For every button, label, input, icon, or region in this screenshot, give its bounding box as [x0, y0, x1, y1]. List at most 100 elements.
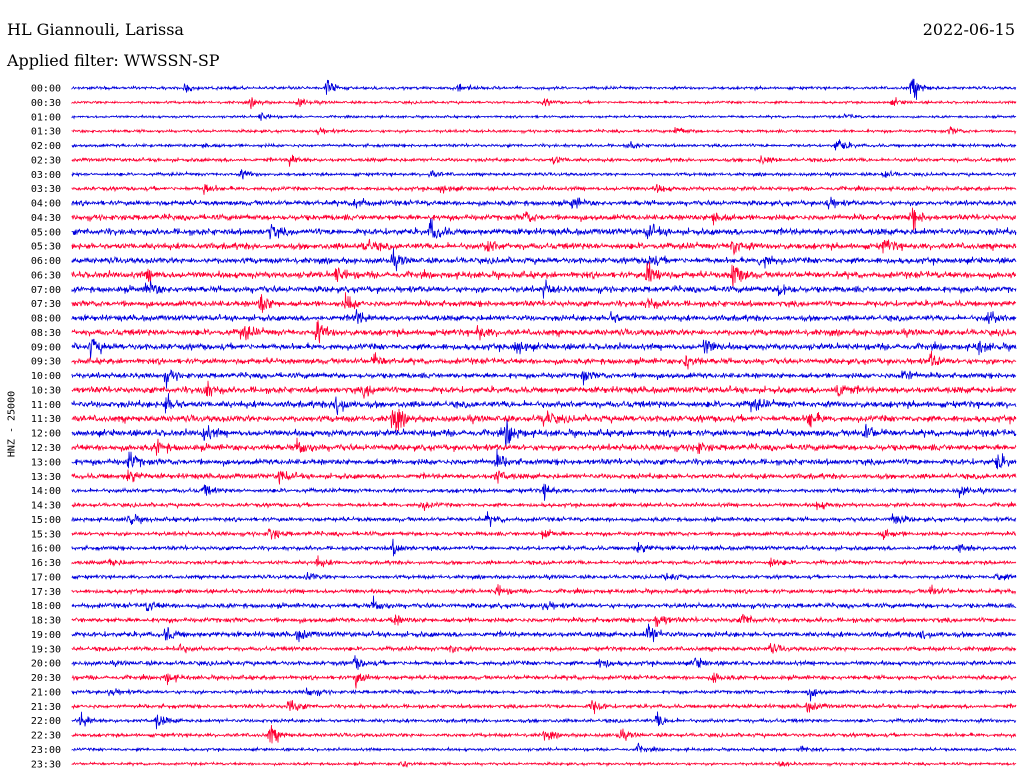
time-label: 19:30 — [31, 644, 61, 655]
trace-line — [71, 126, 1017, 136]
time-label: 05:00 — [31, 227, 61, 238]
trace-line — [71, 78, 1017, 100]
time-label: 14:30 — [31, 501, 61, 512]
station-title: HL Giannouli, Larissa — [7, 20, 184, 39]
time-label: 08:00 — [31, 314, 61, 325]
time-label: 17:00 — [31, 572, 61, 583]
trace-line — [71, 369, 1017, 389]
trace-line — [71, 571, 1017, 581]
trace-line — [71, 655, 1017, 670]
trace-line — [71, 501, 1017, 511]
trace-line — [71, 700, 1017, 715]
trace-line — [71, 584, 1016, 596]
filter-label: Applied filter: WWSSN-SP — [7, 51, 220, 70]
trace-line — [71, 724, 1017, 744]
trace-line — [71, 538, 1017, 557]
trace-line — [71, 483, 1017, 501]
time-label: 09:00 — [31, 342, 61, 353]
time-label: 06:00 — [31, 256, 61, 267]
trace-line — [71, 292, 1017, 313]
trace-line — [71, 261, 1017, 288]
time-label: 20:00 — [31, 659, 61, 670]
time-label: 12:30 — [31, 443, 61, 454]
time-label: 11:00 — [31, 400, 61, 411]
trace-line — [71, 111, 1017, 121]
trace-line — [71, 218, 1017, 240]
time-label: 05:30 — [31, 242, 61, 253]
trace-line — [71, 154, 1016, 167]
trace-line — [71, 420, 1017, 447]
time-label: 16:00 — [31, 544, 61, 555]
trace-line — [71, 139, 1017, 151]
time-label: 15:30 — [31, 529, 61, 540]
time-label: 09:30 — [31, 357, 61, 368]
trace-line — [71, 309, 1017, 325]
trace-line — [71, 623, 1017, 643]
trace-line — [71, 196, 1017, 210]
trace-line — [71, 555, 1017, 568]
time-label: 06:30 — [31, 270, 61, 281]
trace-line — [71, 448, 1017, 470]
time-label: 00:30 — [31, 98, 61, 109]
trace-line — [71, 238, 1017, 256]
time-label: 10:00 — [31, 371, 61, 382]
trace-line — [71, 350, 1017, 370]
time-label: 22:00 — [31, 716, 61, 727]
time-label: 19:00 — [31, 630, 61, 641]
time-label: 15:00 — [31, 515, 61, 526]
time-label: 18:30 — [31, 616, 61, 627]
trace-line — [71, 595, 1017, 612]
time-label: 01:00 — [31, 112, 61, 123]
trace-line — [71, 687, 1017, 702]
time-label: 10:30 — [31, 385, 61, 396]
time-label: 04:30 — [31, 213, 61, 224]
time-label: 00:00 — [31, 84, 61, 95]
time-label: 11:30 — [31, 414, 61, 425]
time-label: 07:00 — [31, 285, 61, 296]
time-label: 01:30 — [31, 127, 61, 138]
trace-line — [71, 248, 1017, 272]
trace-line — [71, 711, 1017, 730]
trace-line — [71, 279, 1017, 299]
time-label: 02:30 — [31, 155, 61, 166]
time-label: 04:00 — [31, 199, 61, 210]
trace-line — [71, 437, 1017, 456]
time-label: 14:00 — [31, 486, 61, 497]
trace-line — [71, 672, 1017, 689]
time-label: 23:30 — [31, 759, 61, 770]
trace-line — [71, 97, 1017, 110]
trace-line — [71, 760, 1017, 768]
trace-line — [71, 408, 1017, 432]
time-label: 08:30 — [31, 328, 61, 339]
trace-line — [71, 320, 1017, 344]
trace-line — [71, 643, 1017, 654]
trace-line — [71, 528, 1017, 540]
trace-line — [71, 380, 1017, 399]
date-label: 2022-06-15 — [922, 20, 1015, 39]
time-label: 20:30 — [31, 673, 61, 684]
time-label: 21:30 — [31, 702, 61, 713]
trace-line — [71, 393, 1017, 416]
time-label: 12:00 — [31, 429, 61, 440]
time-label: 23:00 — [31, 745, 61, 756]
time-label: 13:30 — [31, 472, 61, 483]
trace-line — [71, 338, 1017, 360]
time-label: 03:30 — [31, 184, 61, 195]
time-label: 16:30 — [31, 558, 61, 569]
time-label: 22:30 — [31, 731, 61, 742]
trace-line — [71, 613, 1017, 627]
time-label: 02:00 — [31, 141, 61, 152]
time-label: 18:00 — [31, 601, 61, 612]
time-label: 21:00 — [31, 687, 61, 698]
trace-line — [71, 469, 1017, 485]
trace-line — [71, 511, 1017, 528]
trace-line — [71, 207, 1017, 231]
trace-line — [71, 742, 1017, 753]
trace-line — [71, 183, 1017, 195]
time-label: 17:30 — [31, 587, 61, 598]
time-label: 13:00 — [31, 457, 61, 468]
time-label: 03:00 — [31, 170, 61, 181]
trace-line — [71, 169, 1017, 180]
time-label: 07:30 — [31, 299, 61, 310]
